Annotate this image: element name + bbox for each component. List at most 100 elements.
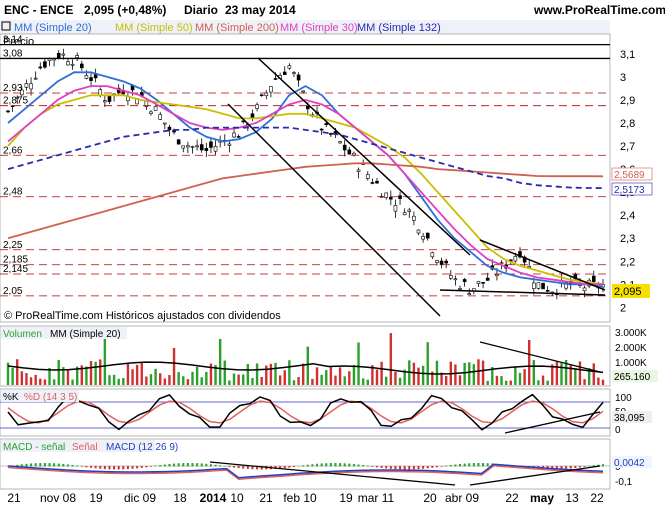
volume-bar: [463, 362, 466, 385]
macd-hist-bar: [149, 466, 152, 467]
volume-bar: [25, 373, 28, 385]
volume-bar: [357, 342, 360, 385]
volume-bar: [481, 360, 485, 385]
volume-bar: [458, 375, 462, 385]
candle-body: [393, 205, 398, 212]
macd-hist-bar: [103, 466, 106, 470]
candle-body: [329, 133, 333, 135]
candle-body: [103, 100, 107, 103]
macd-hist-bar: [186, 463, 189, 467]
volume-bar: [66, 369, 70, 385]
macd-hist-bar: [85, 466, 88, 468]
candle-body: [384, 192, 389, 198]
macd-hist-bar: [113, 466, 116, 470]
volume-bar: [292, 380, 296, 385]
price-ytick: 2,2: [620, 256, 635, 268]
ma20-line: [7, 71, 604, 288]
current-price-label: 2,095: [614, 286, 642, 298]
candle-body: [43, 61, 47, 68]
legend-ma132[interactable]: MM (Simple 132): [357, 22, 441, 34]
candle-body: [38, 66, 43, 69]
volume-bar: [587, 368, 591, 385]
macd-hist-bar: [297, 465, 300, 467]
volume-bar: [435, 360, 439, 385]
macd-hist-bar: [80, 466, 83, 467]
candle-body: [356, 169, 361, 172]
macd-ytick-neg: -0,1: [615, 477, 633, 488]
macd-hist-bar: [555, 466, 558, 470]
volume-bar: [89, 361, 93, 385]
macd-legend-bg: [1, 440, 155, 452]
stoch-ytick-100: 100: [615, 393, 632, 404]
legend-ma50[interactable]: MM (Simple 50): [115, 22, 193, 34]
macd-hist-bar: [274, 466, 277, 469]
macd-hist-bar: [173, 463, 176, 467]
stoch-ytick-0: 0: [615, 425, 621, 436]
trend-line: [479, 239, 606, 291]
price-ytick: 2,7: [620, 141, 635, 153]
candle-body: [347, 149, 352, 155]
candle-body: [167, 126, 172, 131]
macd-hist-bar: [131, 466, 134, 469]
macd-hist-bar: [233, 466, 236, 468]
volume-bar: [94, 361, 97, 385]
macd-hist-bar: [454, 464, 457, 467]
x-tick-label: 19: [89, 491, 103, 505]
volume-bar: [29, 377, 33, 385]
volume-bar: [20, 371, 24, 385]
volume-bar: [246, 364, 250, 385]
volume-bar: [135, 364, 139, 385]
stoch-d-label: %D (14 3 5): [24, 392, 77, 403]
candle-body: [435, 260, 439, 263]
macd-hist-bar: [154, 465, 157, 467]
macd-hist-bar: [214, 464, 217, 467]
volume-bar: [112, 374, 116, 385]
macd-hist-bar: [279, 466, 282, 469]
stoch-panel-frame: [0, 388, 611, 437]
macd-hist-bar: [108, 466, 111, 470]
candle-body: [56, 53, 61, 59]
volume-bar: [172, 347, 176, 385]
x-tick-label: 20: [423, 491, 437, 505]
volume-bar: [555, 361, 559, 385]
macd-hist-bar: [459, 463, 462, 467]
x-tick-label: 19: [339, 491, 353, 505]
volume-ma-label: MM (Simple 20): [50, 329, 121, 340]
volume-bar: [39, 378, 42, 385]
volume-bar: [297, 377, 300, 385]
price-ytick: 2,9: [620, 95, 635, 107]
volume-bar: [122, 378, 125, 385]
legend-ma20[interactable]: MM (Simple 20): [14, 22, 92, 34]
volume-bar: [320, 374, 323, 385]
price-change-label: 2,095 (+0,48%): [84, 3, 166, 17]
macd-hist-bar: [237, 466, 240, 469]
legend-ma30[interactable]: MM (Simple 30): [280, 22, 358, 34]
volume-bar: [537, 380, 540, 385]
macd-hist-bar: [16, 464, 19, 467]
x-tick-label: nov 08: [40, 491, 76, 505]
candle-body: [591, 275, 596, 282]
level-label: 2,145: [3, 264, 28, 275]
volume-bar: [200, 377, 203, 385]
candle-body: [269, 86, 273, 93]
candle-body: [402, 212, 407, 216]
volume-bar: [117, 378, 120, 385]
date-label: 23 may 2014: [225, 3, 296, 17]
macd-hist-bar: [283, 466, 286, 469]
volume-bar: [366, 379, 369, 385]
candle-body: [273, 78, 278, 80]
macd-hist-bar: [477, 463, 480, 467]
stoch-current-box: [612, 411, 652, 423]
volume-bar: [232, 373, 236, 385]
volume-bar: [228, 380, 231, 385]
volume-bar: [361, 378, 365, 385]
legend-ma200[interactable]: MM (Simple 200): [195, 22, 279, 34]
macd-hist-bar: [242, 466, 245, 469]
volume-bar: [352, 365, 356, 385]
level-label: 3,08: [3, 48, 23, 59]
macd-hist-bar: [426, 466, 429, 469]
macd-hist-bar: [371, 466, 374, 467]
trend-lines: [227, 57, 606, 317]
macd-hist-bar: [76, 465, 79, 467]
volume-bar: [578, 361, 582, 385]
